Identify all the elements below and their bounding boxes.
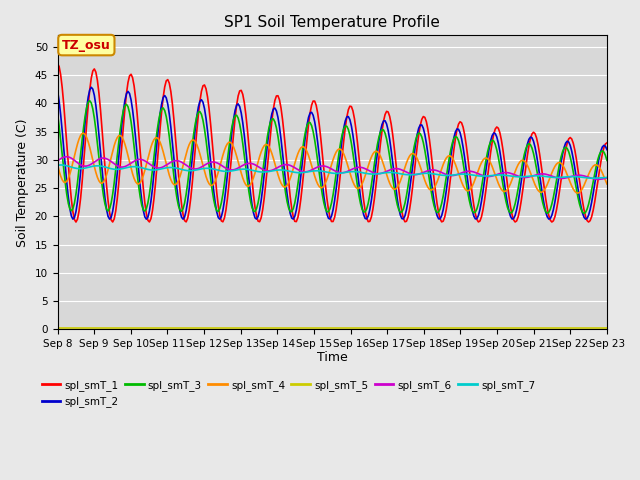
spl_smT_2 xyxy=(575,195,583,201)
spl_smT_3 xyxy=(580,211,588,216)
spl_smT_6 xyxy=(54,158,61,164)
spl_smT_1 xyxy=(121,106,129,111)
spl_smT_1 xyxy=(245,143,253,148)
spl_smT_4 xyxy=(123,147,131,153)
spl_smT_6 xyxy=(603,175,611,181)
spl_smT_4 xyxy=(574,190,582,196)
spl_smT_6 xyxy=(594,177,602,182)
spl_smT_7 xyxy=(603,175,611,180)
spl_smT_5 xyxy=(603,325,611,331)
spl_smT_4 xyxy=(603,181,611,187)
spl_smT_6 xyxy=(63,154,70,160)
spl_smT_7 xyxy=(123,165,131,170)
spl_smT_1 xyxy=(218,218,225,224)
spl_smT_4 xyxy=(219,153,227,158)
spl_smT_4 xyxy=(246,182,254,188)
spl_smT_1 xyxy=(294,215,301,221)
spl_smT_3 xyxy=(54,111,61,117)
spl_smT_7 xyxy=(246,167,254,173)
spl_smT_2 xyxy=(603,147,611,153)
spl_smT_1 xyxy=(573,156,580,162)
Y-axis label: Soil Temperature (C): Soil Temperature (C) xyxy=(16,118,29,247)
spl_smT_7 xyxy=(589,175,597,181)
Line: spl_smT_7: spl_smT_7 xyxy=(58,165,607,178)
spl_smT_3 xyxy=(246,198,254,204)
Text: TZ_osu: TZ_osu xyxy=(62,38,111,51)
spl_smT_7 xyxy=(237,167,245,172)
spl_smT_6 xyxy=(123,163,131,169)
spl_smT_4 xyxy=(296,147,303,153)
spl_smT_6 xyxy=(574,172,582,178)
Line: spl_smT_6: spl_smT_6 xyxy=(58,157,607,180)
spl_smT_2 xyxy=(54,88,61,94)
spl_smT_5 xyxy=(218,325,225,331)
spl_smT_3 xyxy=(296,170,303,176)
spl_smT_7 xyxy=(57,162,65,168)
spl_smT_5 xyxy=(245,325,253,331)
Line: spl_smT_3: spl_smT_3 xyxy=(58,101,607,214)
spl_smT_7 xyxy=(296,170,303,176)
spl_smT_6 xyxy=(219,163,227,169)
spl_smT_1 xyxy=(54,61,61,67)
spl_smT_1 xyxy=(585,219,593,225)
spl_smT_4 xyxy=(575,190,583,195)
spl_smT_4 xyxy=(80,130,88,136)
spl_smT_3 xyxy=(603,157,611,163)
spl_smT_5 xyxy=(573,325,580,331)
spl_smT_2 xyxy=(297,173,305,179)
spl_smT_3 xyxy=(574,194,582,200)
spl_smT_5 xyxy=(294,325,301,331)
spl_smT_2 xyxy=(179,216,187,222)
spl_smT_7 xyxy=(574,174,582,180)
Legend: spl_smT_1, spl_smT_2, spl_smT_3, spl_smT_4, spl_smT_5, spl_smT_6, spl_smT_7: spl_smT_1, spl_smT_2, spl_smT_3, spl_smT… xyxy=(37,376,540,411)
Title: SP1 Soil Temperature Profile: SP1 Soil Temperature Profile xyxy=(225,15,440,30)
spl_smT_6 xyxy=(246,160,254,166)
spl_smT_3 xyxy=(237,130,245,135)
spl_smT_4 xyxy=(237,170,245,176)
spl_smT_3 xyxy=(219,192,227,197)
spl_smT_1 xyxy=(603,140,611,146)
Line: spl_smT_4: spl_smT_4 xyxy=(58,133,607,193)
Line: spl_smT_2: spl_smT_2 xyxy=(58,87,607,219)
spl_smT_2 xyxy=(248,201,256,207)
spl_smT_5 xyxy=(54,325,61,331)
spl_smT_6 xyxy=(237,163,245,169)
spl_smT_1 xyxy=(236,88,244,94)
spl_smT_3 xyxy=(86,98,93,104)
spl_smT_6 xyxy=(296,168,303,173)
spl_smT_2 xyxy=(88,84,95,90)
spl_smT_7 xyxy=(54,162,61,168)
spl_smT_4 xyxy=(54,162,61,168)
X-axis label: Time: Time xyxy=(317,350,348,364)
spl_smT_3 xyxy=(123,101,131,107)
Line: spl_smT_1: spl_smT_1 xyxy=(58,64,607,222)
spl_smT_2 xyxy=(123,91,131,96)
spl_smT_5 xyxy=(121,325,129,331)
spl_smT_2 xyxy=(239,120,246,126)
spl_smT_5 xyxy=(236,325,244,331)
spl_smT_2 xyxy=(221,198,228,204)
spl_smT_7 xyxy=(219,168,227,174)
